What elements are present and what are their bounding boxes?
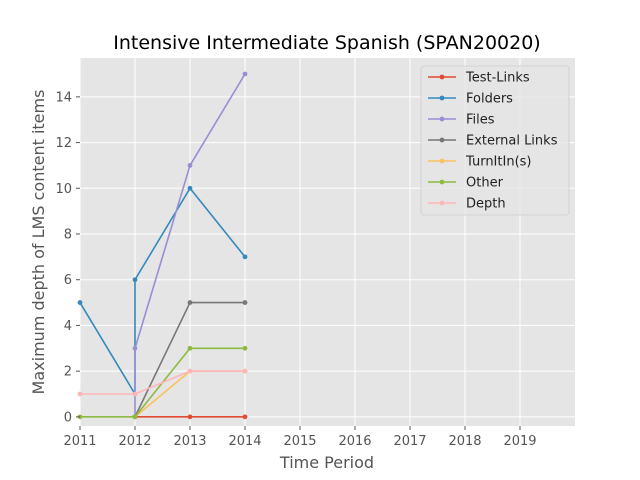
legend-box — [420, 65, 570, 216]
x-tick-label: 2013 — [173, 434, 206, 449]
data-point — [242, 300, 248, 305]
legend-item: TurnItIn(s) — [428, 155, 531, 170]
legend-item: Files — [428, 113, 495, 128]
legend-marker — [439, 158, 445, 164]
legend-marker — [439, 179, 445, 185]
y-axis-label: Maximum depth of LMS content items — [29, 90, 48, 395]
legend-marker — [439, 74, 445, 80]
data-point — [187, 300, 193, 305]
data-point — [242, 368, 248, 374]
legend-item: Folders — [428, 92, 513, 107]
x-tick-label: 2014 — [228, 434, 261, 449]
x-tick-label: 2011 — [63, 434, 96, 449]
legend-marker — [439, 137, 445, 143]
legend-marker — [439, 116, 445, 122]
legend-label: External Links — [466, 134, 558, 149]
chart-title: Intensive Intermediate Spanish (SPAN2002… — [113, 32, 540, 54]
data-point — [187, 185, 193, 191]
y-tick-label: 14 — [55, 90, 72, 105]
legend-label: Depth — [466, 197, 506, 212]
legend-label: Other — [466, 176, 504, 191]
y-tick-label: 0 — [64, 410, 72, 425]
y-tick-label: 8 — [64, 228, 72, 243]
x-tick-label: 2012 — [118, 434, 151, 449]
data-point — [187, 345, 193, 351]
legend-item: Depth — [428, 197, 506, 212]
data-point — [132, 414, 138, 420]
x-axis-label: Time Period — [279, 453, 374, 472]
series-depth — [77, 368, 248, 397]
x-tick-label: 2015 — [283, 434, 316, 449]
legend-marker — [439, 200, 445, 206]
data-point — [242, 414, 248, 420]
data-point — [77, 300, 83, 305]
y-tick-label: 12 — [55, 136, 72, 151]
data-point — [187, 414, 193, 420]
legend-label: TurnItIn(s) — [465, 155, 531, 170]
y-tick-label: 6 — [64, 273, 72, 288]
axis-ticks: 2011 2012 2013 2014 2015 2016 2017 2018 2019 0 2 4 6… — [55, 90, 536, 449]
data-point — [132, 345, 138, 351]
data-point — [242, 254, 248, 260]
legend-item: Other — [428, 176, 504, 191]
legend-label: Folders — [466, 92, 513, 107]
legend-item: Test-Links — [428, 71, 530, 86]
legend-label: Test-Links — [465, 71, 530, 86]
data-point — [132, 391, 138, 397]
x-tick-label: 2017 — [393, 434, 426, 449]
data-point — [242, 345, 248, 351]
legend-item: External Links — [428, 134, 558, 149]
data-point — [187, 368, 193, 374]
legend-marker — [439, 95, 445, 101]
y-tick-label: 2 — [64, 365, 72, 380]
series-line — [134, 73, 246, 417]
y-tick-label: 4 — [64, 319, 72, 334]
legend: Test-Links Folders Files External Links Turn… — [420, 65, 570, 216]
data-point — [77, 391, 83, 397]
y-tick-label: 10 — [55, 182, 72, 197]
legend-label: Files — [466, 113, 495, 128]
data-point — [132, 277, 138, 283]
data-point — [187, 163, 193, 168]
series-line — [80, 370, 245, 395]
data-point — [242, 71, 248, 77]
x-tick-label: 2019 — [503, 434, 536, 449]
x-tick-label: 2016 — [338, 434, 371, 449]
series-lines — [77, 71, 248, 420]
x-tick-label: 2018 — [448, 434, 481, 449]
